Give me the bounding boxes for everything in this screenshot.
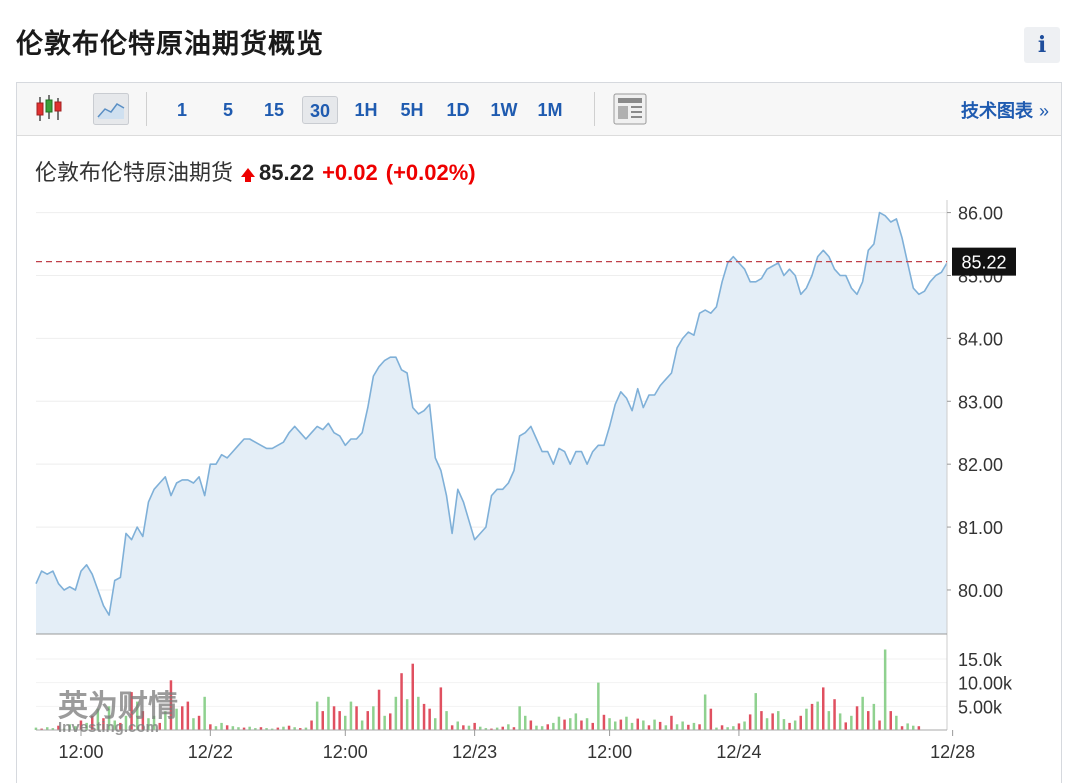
timeframe-1w[interactable]: 1W — [490, 100, 518, 120]
timeframe-1[interactable]: 1 — [176, 100, 187, 120]
watermark-logo: 英为财情 Investing.com — [58, 690, 178, 736]
last-price: 85.22 — [259, 160, 315, 185]
area-chart-icon[interactable] — [93, 93, 129, 125]
arrow-up-icon — [241, 168, 256, 182]
technical-chart-link[interactable]: 技术图表» — [961, 97, 1049, 123]
technical-chart-label: 技术图表 — [960, 101, 1033, 121]
watermark-en: Investing.com — [58, 719, 159, 736]
instrument-name: 伦敦布伦特原油期货 — [35, 160, 234, 185]
chart-panel: 1 5 15 30 1H 5H 1D 1W 1M 技术图表» 伦敦布伦特原油期货… — [16, 82, 1062, 783]
layout-icon[interactable] — [613, 93, 647, 125]
price-change: +0.02 — [322, 160, 378, 185]
timeframe-1h[interactable]: 1H — [354, 100, 378, 120]
info-icon[interactable]: i — [1024, 27, 1060, 63]
toolbar-divider — [594, 92, 595, 126]
watermark-cn: 英为财情 — [58, 690, 178, 723]
quote-header: 伦敦布伦特原油期货 85.22 +0.02 (+0.02%) — [35, 155, 476, 187]
price-change-percent: (+0.02%) — [385, 160, 476, 185]
timeframe-1m[interactable]: 1M — [537, 100, 563, 120]
page-title: 伦敦布伦特原油期货概览 — [16, 29, 324, 59]
timeframe-30[interactable]: 30 — [302, 96, 338, 124]
candlestick-icon[interactable] — [31, 93, 67, 125]
chevron-right-icon: » — [1038, 101, 1049, 121]
timeframe-5h[interactable]: 5H — [400, 100, 424, 120]
timeframe-15[interactable]: 15 — [263, 100, 285, 120]
toolbar-divider — [146, 92, 147, 126]
chart-toolbar: 1 5 15 30 1H 5H 1D 1W 1M 技术图表» — [17, 83, 1061, 136]
timeframe-1d[interactable]: 1D — [446, 100, 470, 120]
timeframe-5[interactable]: 5 — [222, 100, 233, 120]
